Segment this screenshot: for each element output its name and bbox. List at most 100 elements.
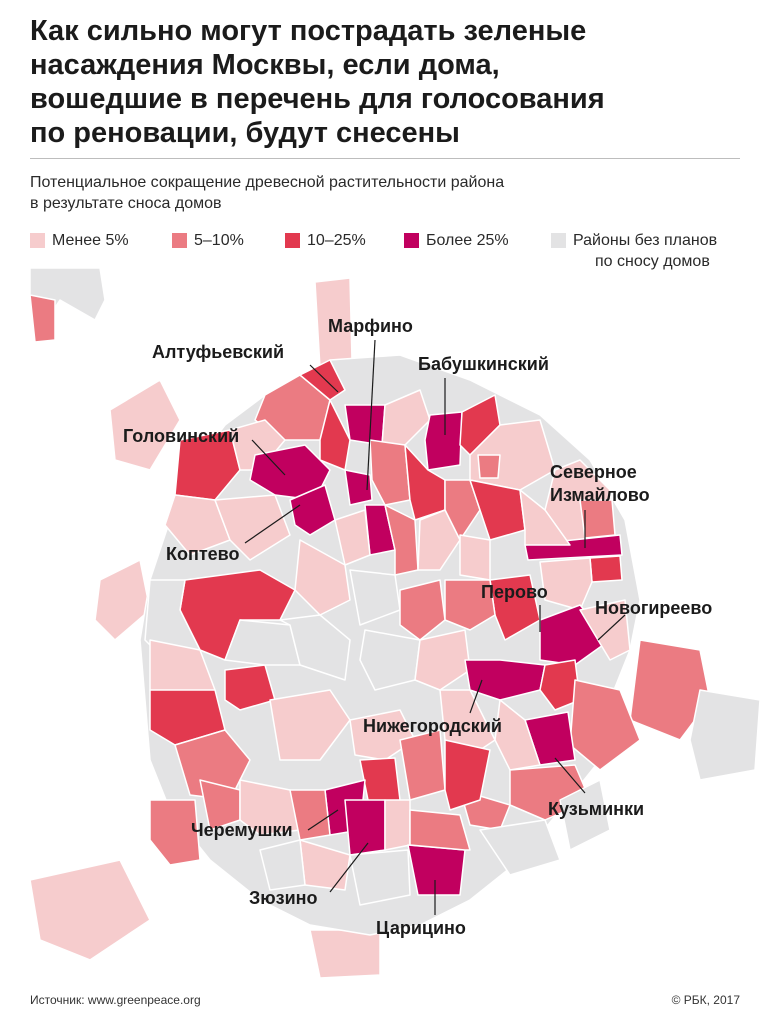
legend-item-less5: Менее 5%	[30, 230, 129, 251]
district-area-n4	[381, 389, 431, 446]
callout-leaders	[244, 339, 626, 915]
label-kuzminki: Кузьминки	[548, 799, 644, 819]
leader-marfino	[366, 339, 376, 491]
label-tsaritsyno: Царицино	[376, 918, 466, 938]
label-marfino: Марфино	[328, 316, 413, 336]
title-line: по реновации, будут снесены	[30, 117, 460, 149]
district-area-w7	[269, 689, 351, 761]
district-area-se7	[479, 819, 561, 876]
label-perovo: Перово	[481, 582, 548, 602]
district-area-outskirts-w	[94, 559, 151, 641]
legend-label: 5–10%	[194, 232, 244, 249]
district-area-s3	[444, 739, 491, 811]
district-area-se3	[494, 699, 541, 771]
chart-subtitle: Потенциальное сокращение древесной расти…	[30, 172, 504, 214]
leader-novogireevo	[597, 614, 626, 641]
district-area-s10	[409, 809, 471, 851]
district-area-nw3	[214, 494, 291, 561]
leader-koptevo	[244, 504, 301, 544]
subtitle-line: Потенциальное сокращение древесной расти…	[30, 174, 505, 191]
label-babushkinsky: Бабушкинский	[418, 354, 549, 374]
label-novogireevo: Новогиреево	[595, 598, 712, 618]
label-golovinsky: Головинский	[123, 426, 239, 446]
legend-item-10-25: 10–25%	[285, 230, 366, 251]
district-area-severnoe-izmaylovo	[524, 534, 623, 561]
district-area-n16	[417, 509, 461, 571]
district-area-golovinsky	[174, 429, 241, 501]
district-area-s5	[289, 789, 331, 841]
chart-title: Как сильно могут пострадать зеленые наса…	[30, 14, 750, 150]
legend-swatch	[404, 233, 419, 248]
legend-swatch	[551, 233, 566, 248]
label-severnoe-izmaylovo-1: Северное	[550, 462, 637, 482]
district-area-center5	[414, 629, 471, 691]
district-area-w5	[224, 619, 301, 666]
district-area-n8	[344, 469, 373, 506]
district-area-koptevo	[289, 484, 336, 536]
label-altufyevsky: Алтуфьевский	[152, 342, 284, 362]
label-cheryomushki: Черемушки	[191, 820, 293, 840]
district-area-n7	[477, 454, 501, 479]
district-area-sw-left	[149, 799, 201, 866]
label-zyuzino: Зюзино	[249, 888, 318, 908]
legend-swatch	[172, 233, 187, 248]
district-area-outskirts-sw	[29, 859, 151, 961]
district-area-babushkinsky	[424, 411, 463, 471]
leader-zyuzino	[329, 842, 369, 893]
district-area-se8	[559, 779, 611, 851]
district-area-outskirts-e	[689, 689, 761, 781]
district-area-s1	[349, 709, 416, 761]
district-area-s6	[384, 799, 411, 851]
leader-nizhegorodsky	[469, 679, 483, 714]
district-area-center4	[359, 629, 421, 691]
legend-item-5-10: 5–10%	[172, 230, 244, 251]
leader-golovinsky	[251, 439, 286, 476]
district-area-w4	[224, 664, 276, 711]
title-line: Как сильно могут пострадать зеленые	[30, 15, 587, 47]
district-area-n9	[369, 439, 411, 506]
district-area-se1	[539, 659, 581, 711]
legend-swatch	[285, 233, 300, 248]
legend-label: Районы без планов по сносу домов	[573, 230, 717, 272]
district-area-n13	[334, 509, 371, 566]
legend-label-line: Районы без планов	[573, 232, 718, 249]
copyright: © РБК, 2017	[671, 993, 740, 1007]
district-area-ne5	[539, 557, 593, 611]
district-area-s9	[259, 839, 306, 891]
title-line: насаждения Москвы, если дома,	[30, 49, 500, 81]
legend-label: Менее 5%	[52, 232, 129, 249]
district-area-center1	[294, 539, 351, 616]
title-line: вошедшие в перечень для голосования	[30, 83, 605, 115]
legend-item-no-plans: Районы без планов по сносу домов	[551, 230, 717, 272]
district-area-n12	[384, 504, 419, 576]
label-severnoe-izmaylovo-2: Измайлово	[550, 485, 650, 505]
district-area-ne3	[519, 489, 571, 546]
district-area-e1	[579, 599, 631, 661]
district-area-w6	[279, 614, 351, 681]
label-nizhegorodsky: Нижегородский	[363, 716, 502, 736]
leader-kuzminki	[554, 757, 586, 794]
legend-label-line: по сносу домов	[595, 253, 710, 270]
district-area-zelenograd	[29, 294, 56, 343]
district-area-outskirts-nw-2	[109, 379, 181, 471]
legend-swatch	[30, 233, 45, 248]
leader-altufyevsky	[309, 364, 339, 393]
subtitle-line: в результате сноса домов	[30, 195, 222, 212]
district-area-marfino	[344, 404, 386, 446]
district-area-center3	[399, 579, 446, 641]
moscow-district-map: Марфино Алтуфьевский Бабушкинский Голови…	[29, 267, 761, 979]
district-area-n14	[444, 479, 481, 541]
district-area-tsaritsyno	[407, 844, 466, 896]
district-area-outskirts-s	[309, 929, 381, 979]
legend-label: Более 25%	[426, 232, 509, 249]
source-note: Источник: www.greenpeace.org	[30, 993, 201, 1007]
title-divider	[30, 158, 740, 159]
leader-cheryomushki	[307, 809, 339, 831]
district-area-ne4	[589, 555, 623, 583]
label-koptevo: Коптево	[166, 544, 240, 564]
district-area-n2	[299, 359, 346, 401]
district-area-e3	[459, 534, 491, 581]
district-area-s8	[349, 849, 411, 906]
legend-item-over25: Более 25%	[404, 230, 509, 251]
district-area-nw2	[164, 494, 231, 556]
